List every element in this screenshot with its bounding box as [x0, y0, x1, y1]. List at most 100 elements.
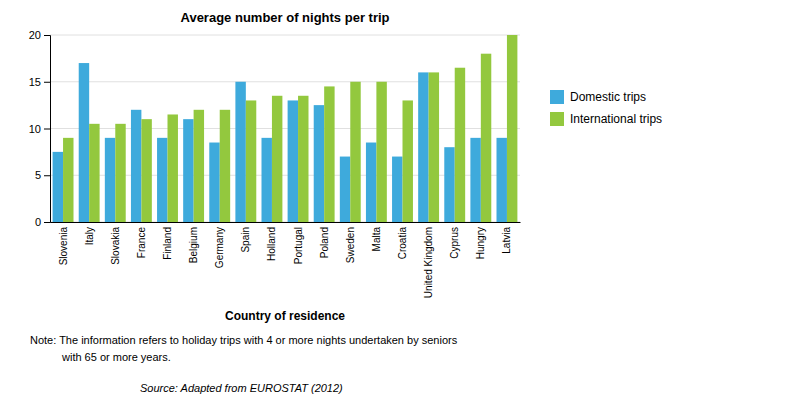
chart-svg: 0 5 10 15 20 Slovenia Italy Slovakia France Finla… [0, 0, 792, 420]
bar [53, 152, 63, 222]
x-tick: Holland [266, 227, 277, 261]
x-tick: Malta [371, 227, 382, 252]
x-tick: Slovenia [58, 227, 69, 266]
bar [141, 119, 151, 222]
bar [183, 119, 193, 222]
x-tick: Latvia [501, 227, 512, 254]
y-tick-mark [44, 222, 50, 223]
x-tick: Spain [240, 227, 251, 253]
y-tick: 10 [29, 123, 50, 135]
bar [497, 138, 507, 222]
x-tick-label: Sweden [345, 227, 356, 263]
bar [507, 35, 517, 222]
bar [194, 110, 204, 222]
legend: Domestic trips International trips [550, 90, 662, 126]
x-tick: Finland [162, 227, 173, 260]
bar [392, 157, 402, 222]
x-tick: Sweden [345, 227, 356, 263]
bar [350, 82, 360, 222]
bar [429, 72, 439, 222]
y-tick-label: 5 [35, 169, 41, 181]
x-tick-label: Slovakia [110, 227, 121, 265]
bar [262, 138, 272, 222]
y-tick-label: 10 [29, 123, 41, 135]
bar [288, 100, 298, 222]
y-axis: 0 5 10 15 20 [29, 29, 51, 228]
y-tick-mark [44, 175, 50, 176]
x-tick-label: Finland [162, 227, 173, 260]
note: with 65 or more years. [61, 351, 171, 363]
bar [235, 82, 245, 222]
bar [272, 96, 282, 222]
y-tick-mark [44, 129, 50, 130]
y-tick-label: 15 [29, 76, 41, 88]
bar [418, 72, 428, 222]
bar [105, 138, 115, 222]
legend-label: Domestic trips [570, 90, 646, 104]
x-tick-label: Poland [319, 227, 330, 258]
x-tick-label: Cyprus [449, 227, 460, 259]
y-tick-label: 20 [29, 29, 41, 41]
legend-swatch [550, 112, 564, 126]
x-axis: Slovenia Italy Slovakia France Finland Belgiu… [51, 223, 521, 299]
x-tick-label: Malta [371, 227, 382, 252]
x-tick-label: Hungry [475, 227, 486, 259]
x-tick-label: Belgium [188, 227, 199, 263]
y-tick-mark [44, 35, 50, 36]
title: Average number of nights per trip [181, 10, 390, 25]
x-tick: Belgium [188, 227, 199, 263]
bar [79, 63, 89, 222]
bars [53, 35, 518, 222]
legend-label: International trips [570, 112, 662, 126]
x-tick-label: Latvia [501, 227, 512, 254]
bar [220, 110, 230, 222]
bar [376, 82, 386, 222]
bar [157, 138, 167, 222]
x-tick: Italy [84, 227, 95, 245]
x-tick-label: Italy [84, 227, 95, 245]
x-tick: Slovakia [110, 227, 121, 265]
bar [246, 100, 256, 222]
x-tick: United Kingdom [423, 227, 434, 298]
legend-item: International trips [550, 112, 662, 126]
x-tick: Croatia [397, 227, 408, 260]
x-axis-title: Country of residence [225, 309, 345, 323]
x-tick-label: United Kingdom [423, 227, 434, 298]
bar-series [63, 35, 517, 222]
legend-item: Domestic trips [550, 90, 646, 104]
bar [63, 138, 73, 222]
x-tick-label: Spain [240, 227, 251, 253]
axis-domain [44, 36, 51, 223]
bar [168, 114, 178, 222]
axis-domain [51, 222, 521, 223]
bar [115, 124, 125, 222]
x-tick-label: Germany [214, 227, 225, 268]
bar [324, 86, 334, 222]
bar [131, 110, 141, 222]
x-tick-label: Holland [266, 227, 277, 261]
bar [209, 143, 219, 222]
source: Source: Adapted from EUROSTAT (2012) [140, 382, 343, 394]
x-tick: Cyprus [449, 227, 460, 259]
x-tick: Portugal [293, 227, 304, 264]
bar-series [53, 63, 507, 222]
bar [298, 96, 308, 222]
bar [455, 68, 465, 222]
bar [481, 54, 491, 222]
x-tick: France [136, 227, 147, 259]
note: Note: The information refers to holiday … [30, 334, 458, 346]
bar [444, 147, 454, 222]
y-tick-label: 0 [35, 216, 41, 228]
grid-line [50, 35, 520, 36]
x-tick-label: France [136, 227, 147, 259]
y-tick-mark [44, 82, 50, 83]
bar [470, 138, 480, 222]
y-tick: 5 [35, 169, 50, 181]
bar [403, 100, 413, 222]
x-tick-label: Slovenia [58, 227, 69, 266]
y-tick: 20 [29, 29, 50, 41]
bar [314, 105, 324, 222]
x-tick-label: Portugal [293, 227, 304, 264]
x-tick-label: Croatia [397, 227, 408, 260]
grid [50, 35, 520, 222]
